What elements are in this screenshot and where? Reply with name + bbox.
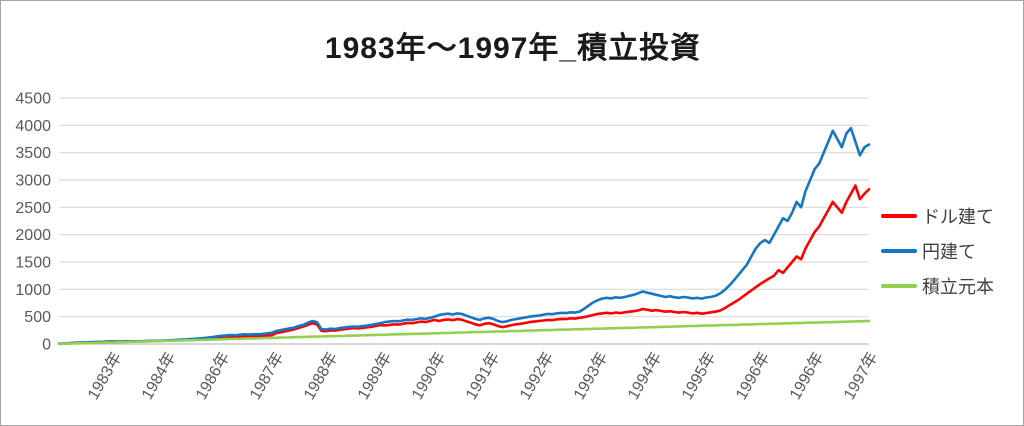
x-tick-label: 1988年 — [300, 349, 341, 403]
x-tick-label: 1995年 — [678, 349, 719, 403]
x-tick-label: 1991年 — [462, 349, 503, 403]
x-tick-label: 1994年 — [624, 349, 665, 403]
x-tick-label: 1996年 — [732, 349, 773, 403]
x-tick-label: 1987年 — [246, 349, 287, 403]
y-tick-label: 500 — [24, 309, 51, 326]
y-tick-label: 4500 — [15, 91, 51, 108]
legend-label-dollar: ドル建て — [922, 207, 994, 227]
y-tick-label: 3000 — [15, 173, 51, 190]
legend-label-principal: 積立元本 — [922, 277, 994, 297]
series-line-2 — [57, 319, 871, 346]
legend-item-principal: 積立元本 — [881, 275, 994, 297]
y-tick-label: 1000 — [15, 282, 51, 299]
x-tick-label: 1993年 — [570, 349, 611, 403]
y-tick-label: 4000 — [15, 118, 51, 135]
x-tick-label: 1992年 — [516, 349, 557, 403]
series-line-1 — [57, 126, 871, 346]
legend-swatch-yen — [881, 249, 917, 253]
chart-legend: ドル建て 円建て 積立元本 — [881, 205, 994, 297]
y-tick-label: 2500 — [15, 200, 51, 217]
y-tick-label: 2000 — [15, 227, 51, 244]
legend-swatch-dollar — [881, 214, 917, 218]
x-tick-label: 1997年 — [840, 349, 881, 403]
y-tick-label: 3500 — [15, 145, 51, 162]
legend-item-yen: 円建て — [881, 240, 994, 262]
chart-title: 1983年〜1997年_積立投資 — [324, 32, 702, 65]
x-tick-label: 1986年 — [192, 349, 233, 403]
legend-swatch-principal — [881, 284, 917, 288]
x-tick-label: 1984年 — [138, 349, 179, 403]
x-tick-label: 1996年 — [786, 349, 827, 403]
legend-item-dollar: ドル建て — [881, 205, 994, 227]
y-tick-label: 0 — [42, 337, 51, 354]
y-tick-label: 1500 — [15, 255, 51, 272]
legend-label-yen: 円建て — [922, 242, 976, 262]
x-tick-label: 1989年 — [354, 349, 395, 403]
x-tick-label: 1990年 — [408, 349, 449, 403]
x-tick-label: 1983年 — [84, 349, 125, 403]
